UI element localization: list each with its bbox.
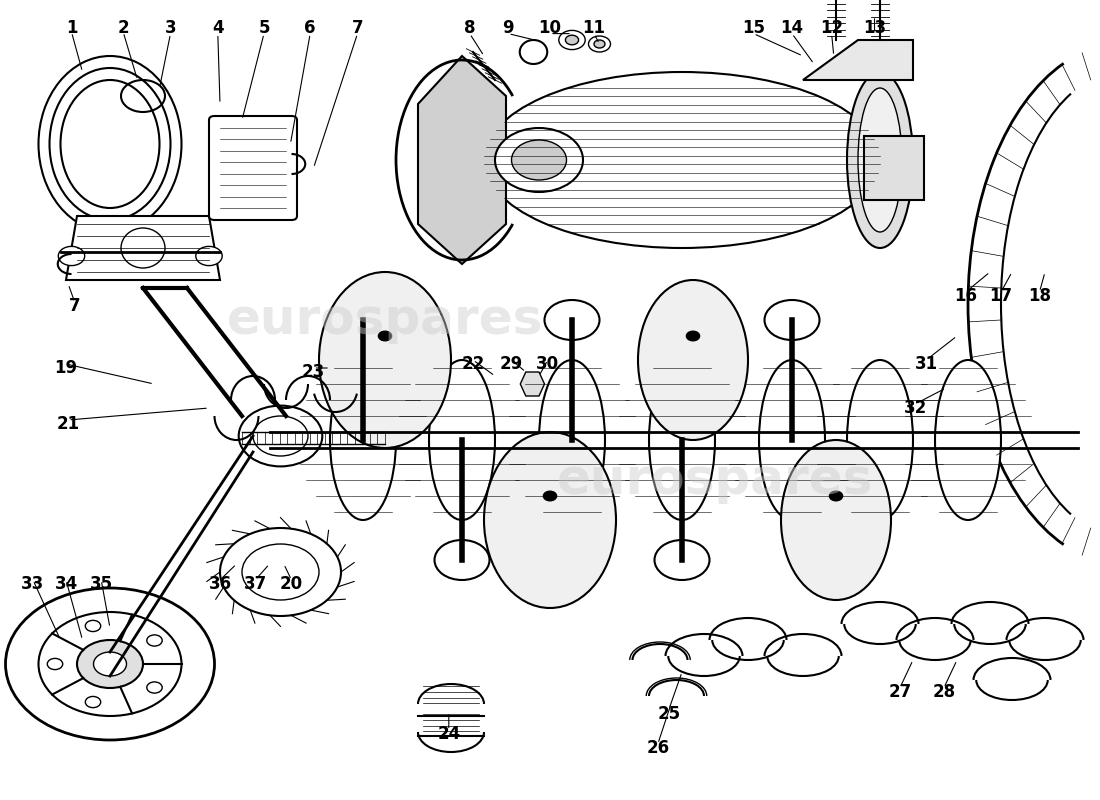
Polygon shape xyxy=(66,216,220,280)
Text: 17: 17 xyxy=(989,287,1013,305)
Polygon shape xyxy=(520,372,544,396)
Ellipse shape xyxy=(484,432,616,608)
Ellipse shape xyxy=(330,360,396,520)
Text: 10: 10 xyxy=(539,19,561,37)
Text: 29: 29 xyxy=(499,355,524,373)
Text: 9: 9 xyxy=(503,19,514,37)
Circle shape xyxy=(686,331,700,341)
Circle shape xyxy=(39,612,182,716)
Text: 31: 31 xyxy=(914,355,938,373)
Circle shape xyxy=(764,300,820,340)
Circle shape xyxy=(594,40,605,48)
Circle shape xyxy=(336,300,390,340)
Text: 13: 13 xyxy=(862,19,887,37)
Text: 19: 19 xyxy=(54,359,78,377)
Circle shape xyxy=(434,540,490,580)
Circle shape xyxy=(220,528,341,616)
Circle shape xyxy=(829,491,843,501)
Ellipse shape xyxy=(847,360,913,520)
Text: 14: 14 xyxy=(780,19,804,37)
Circle shape xyxy=(378,331,392,341)
Polygon shape xyxy=(418,56,506,264)
Circle shape xyxy=(196,246,222,266)
Text: 32: 32 xyxy=(903,399,927,417)
Text: 3: 3 xyxy=(165,19,176,37)
Ellipse shape xyxy=(638,280,748,440)
Text: 11: 11 xyxy=(583,19,605,37)
Ellipse shape xyxy=(847,72,913,248)
Text: 25: 25 xyxy=(657,705,681,722)
Text: 35: 35 xyxy=(89,575,113,593)
Circle shape xyxy=(565,35,579,45)
Text: 6: 6 xyxy=(305,19,316,37)
Text: 7: 7 xyxy=(352,19,363,37)
Circle shape xyxy=(543,491,557,501)
Circle shape xyxy=(495,128,583,192)
Text: 30: 30 xyxy=(536,355,560,373)
Circle shape xyxy=(242,544,319,600)
Ellipse shape xyxy=(858,88,902,232)
Text: 16: 16 xyxy=(955,287,977,305)
Circle shape xyxy=(146,635,162,646)
Circle shape xyxy=(239,406,322,466)
Text: 28: 28 xyxy=(932,683,956,701)
Text: eurospares: eurospares xyxy=(227,296,543,344)
Text: 7: 7 xyxy=(69,297,80,314)
Text: 4: 4 xyxy=(212,19,223,37)
Text: 24: 24 xyxy=(437,726,461,743)
Ellipse shape xyxy=(781,440,891,600)
Circle shape xyxy=(47,658,63,670)
Text: 27: 27 xyxy=(888,683,912,701)
Text: 33: 33 xyxy=(21,575,45,593)
Ellipse shape xyxy=(759,360,825,520)
Ellipse shape xyxy=(484,72,880,248)
Text: 5: 5 xyxy=(258,19,270,37)
Text: 2: 2 xyxy=(118,19,129,37)
Circle shape xyxy=(6,588,214,740)
Text: 8: 8 xyxy=(464,19,475,37)
Circle shape xyxy=(58,246,85,266)
Circle shape xyxy=(146,682,162,693)
Circle shape xyxy=(77,640,143,688)
Text: 34: 34 xyxy=(54,575,78,593)
Text: 18: 18 xyxy=(1028,287,1050,305)
Text: 23: 23 xyxy=(301,363,326,381)
Circle shape xyxy=(94,652,126,676)
Ellipse shape xyxy=(319,272,451,448)
Ellipse shape xyxy=(429,360,495,520)
Ellipse shape xyxy=(935,360,1001,520)
Circle shape xyxy=(654,540,710,580)
Text: 21: 21 xyxy=(56,415,80,433)
Text: 36: 36 xyxy=(208,575,232,593)
Text: 15: 15 xyxy=(742,19,764,37)
Polygon shape xyxy=(803,40,913,80)
Bar xyxy=(864,136,924,200)
Text: 1: 1 xyxy=(66,19,77,37)
Circle shape xyxy=(253,416,308,456)
Circle shape xyxy=(544,300,600,340)
FancyBboxPatch shape xyxy=(209,116,297,220)
Ellipse shape xyxy=(649,360,715,520)
Text: 37: 37 xyxy=(243,575,267,593)
Text: eurospares: eurospares xyxy=(557,456,873,504)
Text: 12: 12 xyxy=(820,19,844,37)
Circle shape xyxy=(512,140,566,180)
Ellipse shape xyxy=(539,360,605,520)
Circle shape xyxy=(559,30,585,50)
Circle shape xyxy=(86,697,101,708)
Ellipse shape xyxy=(121,228,165,268)
Circle shape xyxy=(588,36,610,52)
Text: 20: 20 xyxy=(279,575,304,593)
Circle shape xyxy=(86,620,101,631)
Text: 22: 22 xyxy=(461,355,485,373)
Text: 26: 26 xyxy=(646,739,670,757)
